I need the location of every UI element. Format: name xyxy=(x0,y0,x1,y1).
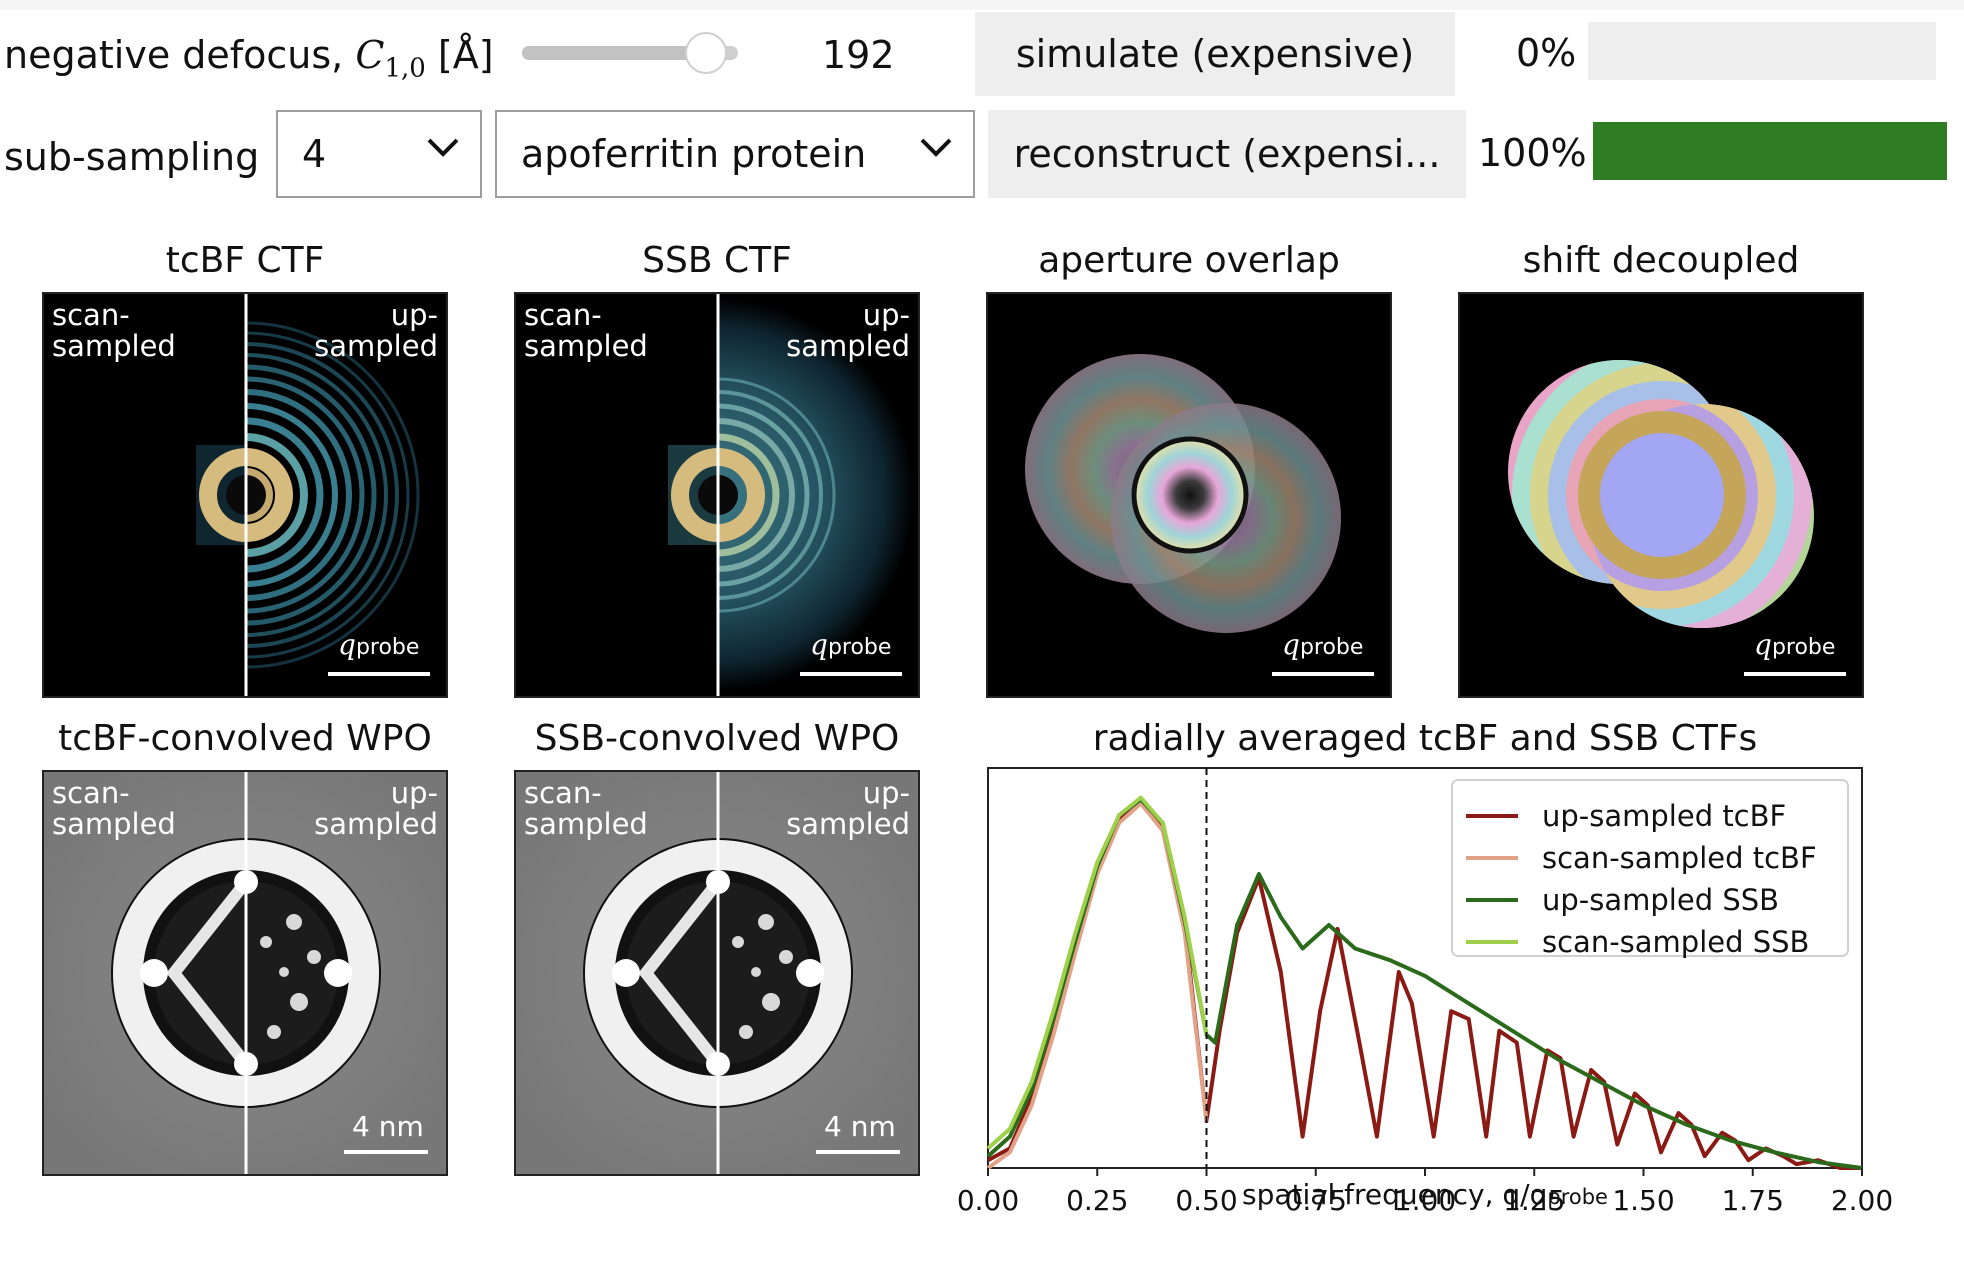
right-label: up- sampled xyxy=(786,298,910,363)
ssb-wpo-panel: scan- sampled up- sampled 4 nm xyxy=(514,770,920,1176)
x-tick-label: 0.25 xyxy=(1066,1184,1129,1217)
left-label: scan- sampled xyxy=(524,776,648,841)
scale-symbol: q xyxy=(810,628,828,661)
right-label: up- sampled xyxy=(314,298,438,363)
scale-label: qprobe xyxy=(1754,628,1835,661)
shift-center xyxy=(1600,433,1724,557)
ssb-wpo-title: SSB-convolved WPO xyxy=(534,718,900,759)
reconstruct-progress-label: 100% xyxy=(1478,131,1587,175)
defocus-symbol-letter: C xyxy=(355,33,385,77)
x-tick-label: 1.00 xyxy=(1393,1184,1457,1217)
ssb-ctf-panel: scan- sampled up- sampled qprobe xyxy=(514,292,920,698)
sample-selected-value: apoferritin protein xyxy=(521,132,867,176)
x-tick-label: 1.25 xyxy=(1503,1184,1566,1217)
scale-bar xyxy=(816,1150,900,1154)
shift-decoupled-title: shift decoupled xyxy=(1522,240,1800,281)
sample-select[interactable]: apoferritin protein xyxy=(495,110,975,198)
scale-subscript: probe xyxy=(827,635,892,660)
left-label: scan- sampled xyxy=(52,298,176,363)
x-tick-label: 0.00 xyxy=(956,1184,1020,1217)
defocus-slider-handle[interactable] xyxy=(684,32,727,74)
scale-subscript: probe xyxy=(1299,635,1364,660)
legend-label: up-sampled SSB xyxy=(1542,883,1779,917)
defocus-value: 192 xyxy=(822,33,895,77)
upsampled-ssb-disk xyxy=(719,299,914,691)
scale-bar xyxy=(1272,672,1374,676)
scale-label: qprobe xyxy=(338,628,419,661)
top-strip xyxy=(0,0,1964,10)
x-tick-label: 0.75 xyxy=(1284,1184,1347,1217)
ctf-line-chart: up-sampled tcBF scan-sampled tcBF up-sampl… xyxy=(986,767,1863,1176)
shift-decoupled-image xyxy=(1508,360,1846,676)
chevron-down-icon xyxy=(920,138,952,157)
reconstruct-progress-bar xyxy=(1593,122,1947,180)
defocus-slider[interactable] xyxy=(522,46,738,60)
aperture-overlap-panel: qprobe xyxy=(986,292,1392,698)
scale-symbol: q xyxy=(338,628,356,661)
right-label: up- sampled xyxy=(314,776,438,841)
tcbf-ctf-title: tcBF CTF xyxy=(165,240,325,281)
defocus-symbol: C1,0 xyxy=(355,33,425,82)
x-axis-label: spatial frequency, q/qprobe xyxy=(986,1178,1864,1211)
upsampled-detail xyxy=(732,914,793,1039)
series-line-3 xyxy=(986,795,1209,1150)
scale-label: 4 nm xyxy=(824,1110,896,1143)
simulate-progress-bar xyxy=(1588,22,1936,80)
defocus-symbol-subscript: 1,0 xyxy=(384,53,426,84)
scale-subscript: probe xyxy=(1771,635,1836,660)
series-line-1 xyxy=(986,801,1209,1170)
x-axis-label-text: spatial frequency, q/q xyxy=(1242,1178,1548,1211)
legend-label: up-sampled tcBF xyxy=(1542,799,1786,833)
simulate-button[interactable]: simulate (expensive) xyxy=(975,12,1455,96)
reconstruct-progress-fill xyxy=(1593,122,1947,180)
ssb-wpo-image xyxy=(516,772,918,1174)
reconstruct-button[interactable]: reconstruct (expensi... xyxy=(988,110,1466,198)
aperture-disk-center xyxy=(1134,439,1246,551)
tcbf-ctf-panel: scan- sampled up- sampled qprobe xyxy=(42,292,448,698)
simulate-progress-label: 0% xyxy=(1516,31,1577,75)
tcbf-wpo-panel: scan- sampled up- sampled 4 nm xyxy=(42,770,448,1176)
scale-bar xyxy=(344,1150,428,1154)
scale-symbol: q xyxy=(1754,628,1772,661)
subsampling-select[interactable]: 4 xyxy=(276,110,482,198)
scale-bar xyxy=(1744,672,1846,676)
legend-label: scan-sampled SSB xyxy=(1542,925,1809,959)
tcbf-wpo-image xyxy=(44,772,446,1174)
defocus-label: negative defocus, C1,0 [Å] xyxy=(4,36,494,82)
legend-box xyxy=(1451,779,1849,957)
defocus-slider-fill xyxy=(522,46,706,60)
chevron-down-icon xyxy=(427,138,459,157)
left-label: scan- sampled xyxy=(524,298,648,363)
tcbf-wpo-title: tcBF-convolved WPO xyxy=(58,718,432,759)
x-axis-label-subscript: probe xyxy=(1547,1185,1608,1209)
x-tick-label: 1.50 xyxy=(1612,1184,1675,1217)
left-label: scan- sampled xyxy=(52,776,176,841)
ssb-ctf-title: SSB CTF xyxy=(642,240,792,281)
chart-title: radially averaged tcBF and SSB CTFs xyxy=(1092,718,1758,759)
scale-subscript: probe xyxy=(355,635,420,660)
legend-label: scan-sampled tcBF xyxy=(1542,841,1817,875)
aperture-overlap-title: aperture overlap xyxy=(1038,240,1340,281)
scale-symbol: q xyxy=(1282,628,1300,661)
scale-bar xyxy=(800,672,902,676)
scale-label: 4 nm xyxy=(352,1110,424,1143)
defocus-unit: [Å] xyxy=(437,33,494,77)
subsampling-label: sub-sampling xyxy=(4,135,260,179)
subsampling-selected-value: 4 xyxy=(302,132,327,176)
ssb-ctf-image xyxy=(668,294,914,696)
x-tick-label: 0.50 xyxy=(1175,1184,1238,1217)
shift-decoupled-panel: qprobe xyxy=(1458,292,1864,698)
scale-bar xyxy=(328,672,430,676)
x-tick-label: 1.75 xyxy=(1721,1184,1784,1217)
scale-label: qprobe xyxy=(810,628,891,661)
tcbf-ctf-image xyxy=(196,294,430,696)
upsampled-detail xyxy=(260,914,321,1039)
aperture-overlap-image xyxy=(1025,354,1374,676)
scale-label: qprobe xyxy=(1282,628,1363,661)
defocus-label-text: negative defocus, xyxy=(4,33,344,77)
right-label: up- sampled xyxy=(786,776,910,841)
x-tick-label: 2.00 xyxy=(1830,1184,1894,1217)
